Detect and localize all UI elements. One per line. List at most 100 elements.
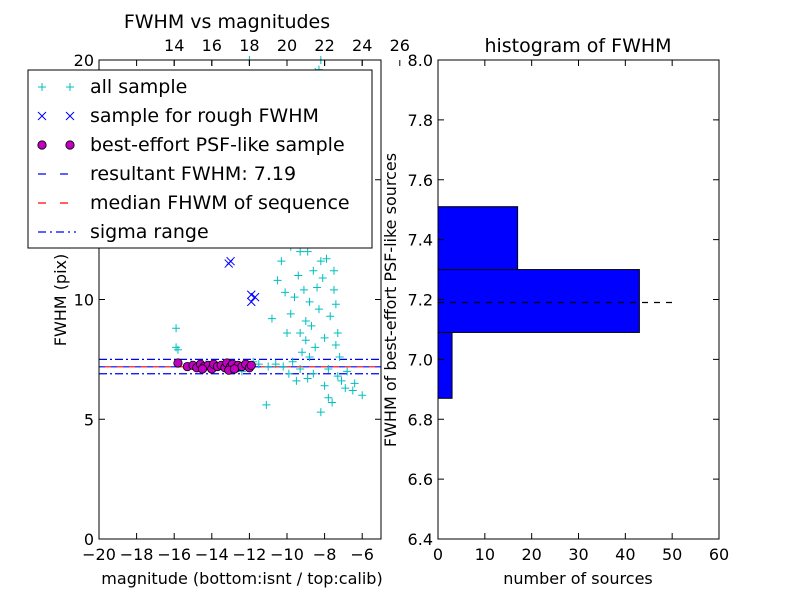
histogram-bar <box>437 269 640 333</box>
y-tick-label: 0 <box>84 530 94 549</box>
point-all-sample <box>318 273 327 282</box>
point-psf-sample <box>173 358 183 368</box>
point-all-sample <box>320 381 329 390</box>
point-all-sample <box>314 305 323 314</box>
point-all-sample <box>301 317 310 326</box>
point-all-sample <box>273 276 282 285</box>
point-all-sample <box>343 367 352 376</box>
point-all-sample <box>262 400 271 409</box>
point-all-sample <box>316 408 325 417</box>
point-all-sample <box>309 369 318 378</box>
point-all-sample <box>335 352 344 361</box>
point-psf-sample <box>197 364 207 374</box>
point-all-sample <box>313 283 322 292</box>
histogram-bar <box>437 331 453 399</box>
top-tick-label: 20 <box>277 36 297 55</box>
point-all-sample <box>294 271 303 280</box>
y-tick-label: 7.8 <box>408 111 433 130</box>
y-tick-label: 5 <box>84 410 94 429</box>
point-all-sample <box>290 293 299 302</box>
y-tick-label: 10 <box>74 291 94 310</box>
legend-marker-all-sample <box>66 83 74 91</box>
legend-marker-all-sample <box>38 83 46 91</box>
legend-label-median-fwhm: median FHWM of sequence <box>90 192 350 214</box>
legend-label-psf-sample: best-effort PSF-like sample <box>90 134 345 156</box>
point-all-sample <box>296 329 305 338</box>
point-all-sample <box>307 321 316 330</box>
legend-box <box>27 69 373 249</box>
point-all-sample <box>358 391 367 400</box>
point-all-sample <box>324 393 333 402</box>
y-tick-label: 7.4 <box>408 231 433 250</box>
point-all-sample <box>292 376 301 385</box>
point-all-sample <box>330 266 338 275</box>
x-tick-label: 0 <box>433 545 443 564</box>
legend: all sample sample for rough FWHM best-ef… <box>27 69 373 249</box>
point-all-sample <box>348 386 357 395</box>
point-psf-sample <box>229 364 239 374</box>
point-all-sample <box>283 329 291 338</box>
point-rough-sample <box>246 297 256 307</box>
legend-label-all-sample: all sample <box>90 76 187 98</box>
y-tick-label: 7.6 <box>408 171 433 190</box>
point-all-sample <box>281 288 290 297</box>
point-all-sample <box>328 398 337 407</box>
y-tick-label: 6.6 <box>408 470 433 489</box>
point-all-sample <box>330 285 338 294</box>
point-all-sample <box>303 374 312 383</box>
legend-marker-psf-sample <box>65 140 75 150</box>
point-all-sample <box>254 360 263 369</box>
point-all-sample <box>286 309 295 318</box>
point-all-sample <box>331 341 340 350</box>
histogram-bar <box>437 206 519 271</box>
x-tick-label: −16 <box>157 545 191 564</box>
point-all-sample <box>305 352 314 361</box>
point-all-sample <box>279 362 288 371</box>
x-tick-label: 20 <box>521 545 541 564</box>
left-panel: FWHM vs magnitudes −20 −18 −16 −14 −12 −10 −8−… <box>27 11 410 588</box>
right-x-ticks: 0 10 20 30 40 50 60 <box>433 60 729 564</box>
left-chart-title: FWHM vs magnitudes <box>124 11 330 33</box>
legend-label-rough-sample: sample for rough FWHM <box>90 105 319 127</box>
point-rough-sample <box>246 290 256 300</box>
point-all-sample <box>267 314 276 323</box>
top-tick-label: 26 <box>390 36 410 55</box>
point-all-sample <box>299 285 308 294</box>
point-all-sample <box>333 329 342 338</box>
right-panel: histogram of FWHM 0 10 20 30 40 50 60 6.4 6.6 6.… <box>381 35 729 588</box>
legend-label-sigma-range: sigma range <box>90 221 209 243</box>
left-x-ticks: −20 −18 −16 −14 −12 −10 −8 −6 <box>82 60 374 564</box>
left-axes-frame <box>98 59 382 540</box>
y-tick-label: 6.8 <box>408 410 433 429</box>
x-tick-label: 50 <box>662 545 682 564</box>
legend-label-resultant-fwhm: resultant FWHM: 7.19 <box>90 163 296 185</box>
point-psf-sample <box>246 360 256 370</box>
point-rough-sample <box>224 259 234 268</box>
point-all-sample <box>296 364 305 373</box>
x-tick-label: −12 <box>233 545 267 564</box>
legend-marker-psf-sample <box>37 140 47 150</box>
point-all-sample <box>173 345 182 354</box>
point-all-sample <box>324 364 333 373</box>
x-tick-label: −18 <box>120 545 154 564</box>
point-all-sample <box>322 254 331 263</box>
point-all-sample <box>309 266 318 275</box>
point-all-sample <box>305 297 314 306</box>
point-all-sample <box>296 247 305 256</box>
x-tick-label: −6 <box>350 545 374 564</box>
x-tick-label: −20 <box>82 545 116 564</box>
left-y-axis-label: FWHM (pix) <box>51 254 70 347</box>
point-all-sample <box>337 376 346 385</box>
y-tick-label: 7.0 <box>408 350 433 369</box>
y-tick-label: 6.4 <box>408 530 433 549</box>
right-x-axis-label: number of sources <box>503 569 653 588</box>
point-all-sample <box>326 312 335 321</box>
top-tick-label: 14 <box>164 36 184 55</box>
point-all-sample <box>271 360 280 369</box>
x-tick-label: −10 <box>270 545 304 564</box>
right-axes-frame <box>437 59 720 540</box>
point-all-sample <box>303 247 312 256</box>
point-all-sample <box>350 379 359 388</box>
top-tick-label: 18 <box>239 36 259 55</box>
left-x-axis-label: magnitude (bottom:isnt / top:calib) <box>101 569 382 588</box>
